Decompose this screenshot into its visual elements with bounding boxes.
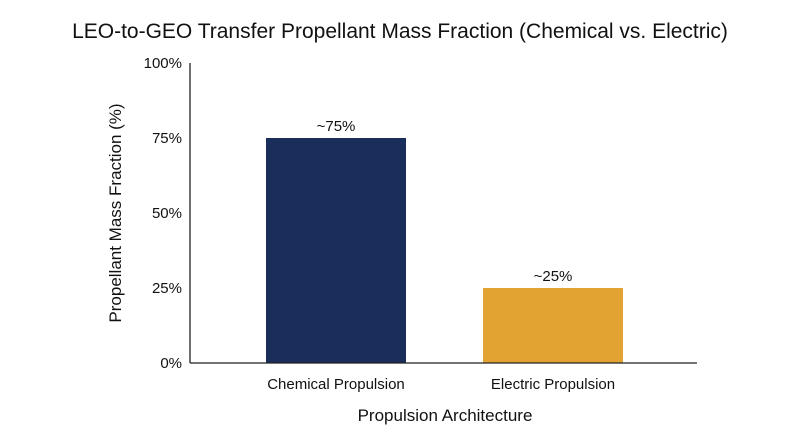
y-tick-label: 25% bbox=[152, 280, 182, 297]
y-tick-label: 50% bbox=[152, 205, 182, 222]
y-axis-ticks: 0% 25% 50% 75% 100% bbox=[144, 55, 182, 372]
bar-electric-propulsion bbox=[483, 288, 623, 363]
x-tick-label: Electric Propulsion bbox=[491, 376, 615, 393]
y-tick-label: 100% bbox=[144, 55, 182, 72]
x-axis-label: Propulsion Architecture bbox=[358, 406, 533, 425]
x-axis-ticks: Chemical Propulsion Electric Propulsion bbox=[267, 376, 615, 393]
bar-chemical-propulsion bbox=[266, 138, 406, 363]
bar-data-labels: ~75% ~25% bbox=[317, 118, 573, 285]
chart-title: LEO-to-GEO Transfer Propellant Mass Frac… bbox=[72, 20, 728, 43]
bar-data-label: ~75% bbox=[317, 118, 356, 135]
bar-data-label: ~25% bbox=[534, 268, 573, 285]
y-tick-label: 75% bbox=[152, 130, 182, 147]
bars-group bbox=[266, 138, 623, 363]
x-tick-label: Chemical Propulsion bbox=[267, 376, 405, 393]
y-tick-label: 0% bbox=[160, 355, 182, 372]
y-axis-label: Propellant Mass Fraction (%) bbox=[106, 103, 125, 322]
